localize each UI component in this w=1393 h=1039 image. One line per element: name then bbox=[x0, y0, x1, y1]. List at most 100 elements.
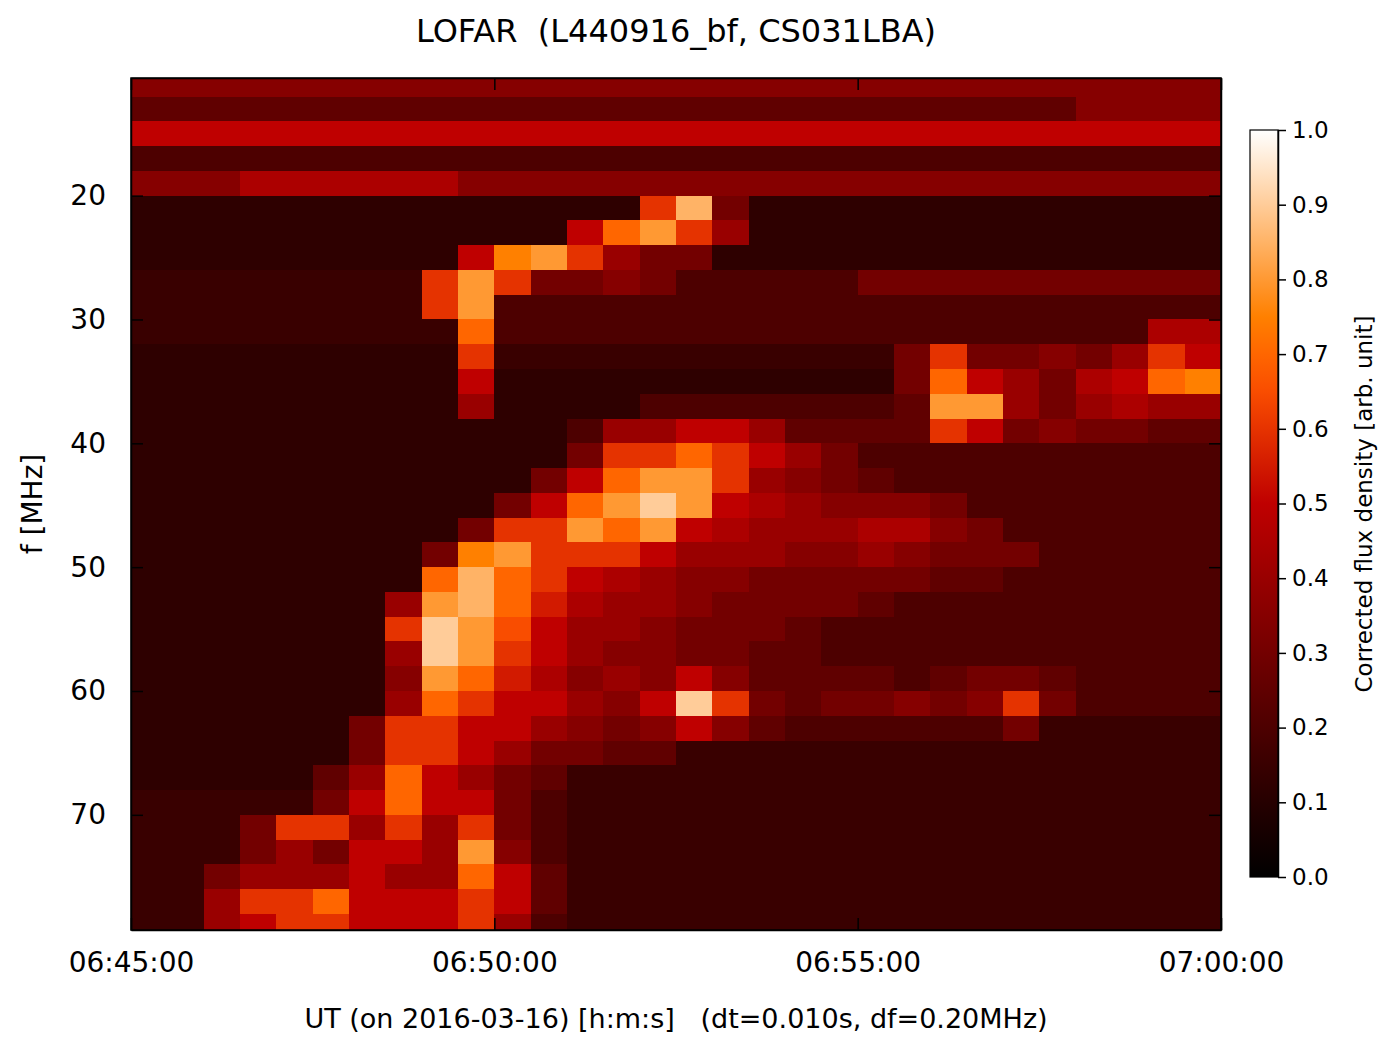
cell bbox=[749, 146, 785, 171]
cell bbox=[821, 691, 857, 716]
cell bbox=[531, 914, 567, 930]
cell bbox=[603, 468, 639, 493]
cell bbox=[749, 914, 785, 930]
cell bbox=[1076, 419, 1112, 444]
cell bbox=[422, 592, 458, 617]
cell bbox=[930, 815, 966, 840]
cell bbox=[1039, 815, 1075, 840]
cell bbox=[712, 468, 748, 493]
cell bbox=[676, 171, 712, 196]
cell bbox=[1185, 344, 1221, 369]
cell bbox=[1185, 592, 1221, 617]
cell bbox=[131, 146, 167, 171]
cell bbox=[785, 592, 821, 617]
cell bbox=[967, 518, 1003, 543]
cell bbox=[858, 97, 894, 122]
cell bbox=[712, 840, 748, 865]
cell bbox=[349, 666, 385, 691]
cell bbox=[712, 716, 748, 741]
cell bbox=[1185, 220, 1221, 245]
cell bbox=[1039, 78, 1075, 97]
cell bbox=[349, 295, 385, 320]
cell bbox=[785, 171, 821, 196]
cell bbox=[749, 419, 785, 444]
cell bbox=[349, 196, 385, 221]
cell bbox=[131, 78, 167, 97]
tick: 0.4 bbox=[1278, 565, 1329, 591]
cell bbox=[276, 319, 312, 344]
cell bbox=[422, 815, 458, 840]
tick-label: 50 bbox=[70, 551, 106, 584]
cell bbox=[567, 765, 603, 790]
cell bbox=[1039, 641, 1075, 666]
cell bbox=[821, 394, 857, 419]
cell bbox=[640, 146, 676, 171]
cell bbox=[567, 468, 603, 493]
cell bbox=[494, 369, 530, 394]
cell bbox=[821, 97, 857, 122]
cell bbox=[1185, 840, 1221, 865]
cell bbox=[1148, 394, 1184, 419]
cell bbox=[458, 394, 494, 419]
cell bbox=[204, 840, 240, 865]
cell bbox=[676, 220, 712, 245]
cell bbox=[422, 790, 458, 815]
cell bbox=[749, 741, 785, 766]
cell bbox=[458, 815, 494, 840]
cell bbox=[167, 914, 203, 930]
cell bbox=[131, 245, 167, 270]
cell bbox=[131, 889, 167, 914]
cell bbox=[567, 394, 603, 419]
cell bbox=[676, 468, 712, 493]
cell bbox=[1039, 542, 1075, 567]
cell bbox=[458, 592, 494, 617]
cell bbox=[313, 914, 349, 930]
cell bbox=[749, 468, 785, 493]
cell bbox=[204, 864, 240, 889]
cell bbox=[712, 666, 748, 691]
cell bbox=[131, 567, 167, 592]
cell bbox=[313, 691, 349, 716]
cell bbox=[785, 443, 821, 468]
tick-mark bbox=[494, 918, 496, 930]
cell bbox=[1076, 443, 1112, 468]
cell bbox=[640, 419, 676, 444]
tick-label: 70 bbox=[70, 798, 106, 831]
cell bbox=[894, 716, 930, 741]
tick-label: 06:45:00 bbox=[69, 946, 195, 979]
cell bbox=[349, 369, 385, 394]
cell bbox=[131, 121, 167, 146]
cell bbox=[204, 765, 240, 790]
cell bbox=[1148, 617, 1184, 642]
cell bbox=[349, 270, 385, 295]
cell bbox=[785, 270, 821, 295]
cell bbox=[1148, 344, 1184, 369]
cell bbox=[531, 468, 567, 493]
cell bbox=[131, 840, 167, 865]
cell bbox=[422, 78, 458, 97]
cell bbox=[603, 493, 639, 518]
tick: 06:55:00 bbox=[795, 918, 921, 979]
cell bbox=[531, 741, 567, 766]
cell bbox=[676, 419, 712, 444]
cell bbox=[930, 567, 966, 592]
cell bbox=[422, 518, 458, 543]
cell bbox=[1039, 840, 1075, 865]
cell bbox=[640, 295, 676, 320]
cell bbox=[385, 245, 421, 270]
tick-mark bbox=[131, 567, 143, 569]
cell bbox=[458, 443, 494, 468]
cell bbox=[204, 567, 240, 592]
cell bbox=[313, 319, 349, 344]
cell bbox=[894, 121, 930, 146]
cell bbox=[458, 840, 494, 865]
cell bbox=[967, 765, 1003, 790]
cell bbox=[167, 641, 203, 666]
cell bbox=[204, 295, 240, 320]
cell bbox=[276, 270, 312, 295]
cell bbox=[422, 889, 458, 914]
tick-mark bbox=[1278, 429, 1286, 431]
cell bbox=[749, 542, 785, 567]
cell bbox=[458, 567, 494, 592]
cell bbox=[276, 196, 312, 221]
